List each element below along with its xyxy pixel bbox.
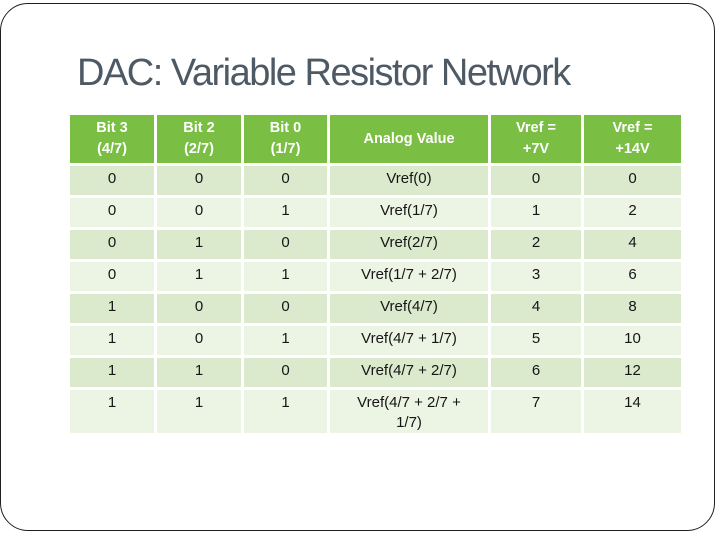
table-cell: 1 [244, 390, 327, 433]
table-cell: 1 [157, 358, 241, 387]
table-cell: 0 [70, 230, 154, 259]
table-cell: 1 [70, 294, 154, 323]
table-cell: 0 [244, 230, 327, 259]
header-cell-bit2: Bit 2 (2/7) [157, 115, 241, 163]
table-cell: 1 [244, 326, 327, 355]
header-cell-analog-value: Analog Value [330, 115, 488, 163]
table-cell: 0 [157, 294, 241, 323]
table-row: 1 1 1 Vref(4/7 + 2/7 + 1/7) 7 14 [70, 390, 681, 433]
table-row: 1 0 1 Vref(4/7 + 1/7) 5 10 [70, 326, 681, 355]
table-row: 0 0 0 Vref(0) 0 0 [70, 166, 681, 195]
table-cell: 1 [70, 326, 154, 355]
table-cell: 8 [584, 294, 681, 323]
table-cell: 1 [157, 390, 241, 433]
header-cell-vref-14v: Vref = +14V [584, 115, 681, 163]
table-row: 1 1 0 Vref(4/7 + 2/7) 6 12 [70, 358, 681, 387]
table-row: 1 0 0 Vref(4/7) 4 8 [70, 294, 681, 323]
table-header-row: Bit 3 (4/7) Bit 2 (2/7) Bit 0 (1/7) Anal… [70, 115, 681, 163]
table-row: 0 0 1 Vref(1/7) 1 2 [70, 198, 681, 227]
table-cell: 1 [70, 358, 154, 387]
table-cell: 0 [244, 294, 327, 323]
table-cell: 14 [584, 390, 681, 433]
table-cell: 2 [584, 198, 681, 227]
table-cell: 3 [491, 262, 581, 291]
table-cell-analog: Vref(0) [330, 166, 488, 195]
table-cell-analog: Vref(4/7 + 1/7) [330, 326, 488, 355]
table-cell: 0 [491, 166, 581, 195]
table-cell: 1 [157, 262, 241, 291]
table-cell-analog: Vref(1/7 + 2/7) [330, 262, 488, 291]
slide-title: DAC: Variable Resistor Network [77, 52, 571, 94]
table-cell: 1 [70, 390, 154, 433]
table-cell: 0 [70, 166, 154, 195]
table-row: 0 1 0 Vref(2/7) 2 4 [70, 230, 681, 259]
table-cell-analog: Vref(2/7) [330, 230, 488, 259]
table-cell: 6 [491, 358, 581, 387]
table-cell-analog: Vref(1/7) [330, 198, 488, 227]
table-cell: 1 [244, 198, 327, 227]
table-cell: 0 [157, 198, 241, 227]
table-cell: 12 [584, 358, 681, 387]
header-cell-vref-7v: Vref = +7V [491, 115, 581, 163]
table-cell: 4 [584, 230, 681, 259]
table-cell: 1 [244, 262, 327, 291]
table-cell: 0 [244, 166, 327, 195]
table-cell-analog: Vref(4/7 + 2/7 + 1/7) [330, 390, 488, 433]
table-cell: 0 [70, 262, 154, 291]
table-cell: 0 [70, 198, 154, 227]
table-cell: 0 [584, 166, 681, 195]
header-cell-bit0: Bit 0 (1/7) [244, 115, 327, 163]
table-row: 0 1 1 Vref(1/7 + 2/7) 3 6 [70, 262, 681, 291]
table-cell: 2 [491, 230, 581, 259]
table-cell: 0 [244, 358, 327, 387]
table-cell: 0 [157, 166, 241, 195]
table-cell-analog: Vref(4/7) [330, 294, 488, 323]
table-cell: 7 [491, 390, 581, 433]
table-cell: 1 [157, 230, 241, 259]
table-cell: 10 [584, 326, 681, 355]
table-cell: 5 [491, 326, 581, 355]
table-cell: 1 [491, 198, 581, 227]
header-cell-bit3: Bit 3 (4/7) [70, 115, 154, 163]
table-cell: 0 [157, 326, 241, 355]
dac-truth-table: Bit 3 (4/7) Bit 2 (2/7) Bit 0 (1/7) Anal… [67, 112, 684, 436]
table-cell: 6 [584, 262, 681, 291]
table-cell: 4 [491, 294, 581, 323]
table-cell-analog: Vref(4/7 + 2/7) [330, 358, 488, 387]
